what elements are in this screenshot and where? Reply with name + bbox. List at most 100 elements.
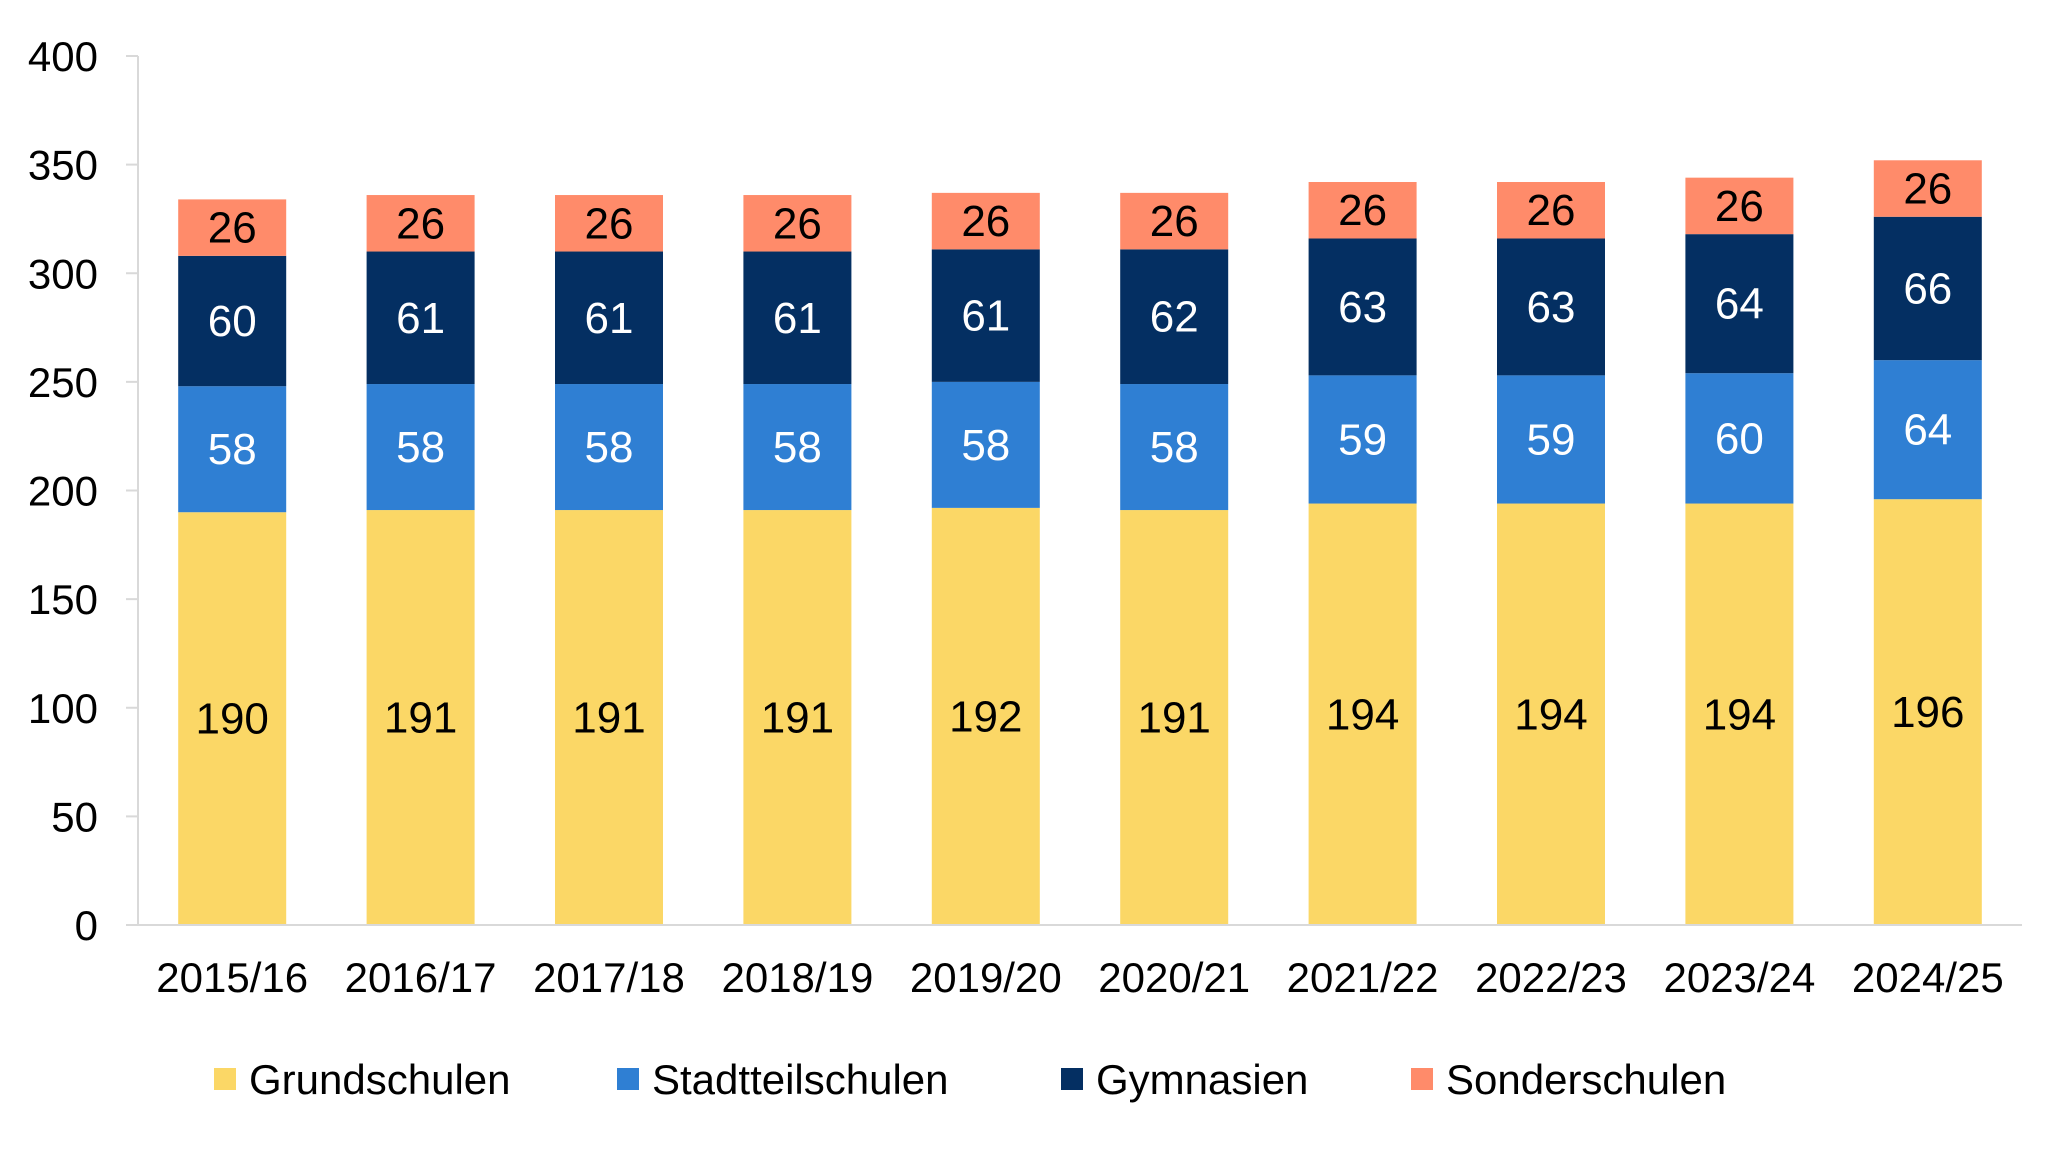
data-label: 60: [1715, 414, 1764, 463]
bar-segment-sonderschulen: [366, 195, 475, 252]
bar-segment-grundschulen: [366, 510, 475, 925]
bar-segment-sonderschulen: [1120, 192, 1229, 250]
data-label: 58: [585, 423, 634, 472]
bar-segment-gymnasien: [1497, 238, 1605, 376]
y-tick-label: 0: [75, 902, 98, 949]
bar-segment-sonderschulen: [1873, 160, 1982, 217]
data-label: 59: [1338, 415, 1387, 464]
y-tick-label: 250: [28, 359, 98, 406]
legend-label: Gymnasien: [1096, 1056, 1308, 1103]
bar-segment-sonderschulen: [555, 195, 663, 252]
data-label: 64: [1715, 280, 1764, 329]
bar-segment-stadtteilschulen: [366, 384, 475, 511]
x-tick-label: 2022/23: [1475, 954, 1627, 1001]
bar-segment-sonderschulen: [178, 199, 287, 256]
bar-segment-gymnasien: [1685, 234, 1794, 374]
bar-segment-grundschulen: [1685, 503, 1794, 925]
bar-segment-gymnasien: [555, 251, 663, 385]
data-label: 63: [1338, 283, 1387, 332]
legend-label: Stadtteilschulen: [652, 1056, 949, 1103]
bar-segment-grundschulen: [1497, 503, 1605, 925]
data-label: 26: [961, 197, 1010, 246]
bars: 190 58 60 26 191 58 61 26 191 58 61 26 191 58 61 26 192 5…: [178, 160, 1982, 925]
x-tick-label: 2021/22: [1287, 954, 1439, 1001]
bar-segment-grundschulen: [555, 510, 663, 925]
y-tick-label: 200: [28, 468, 98, 515]
bar-segment-grundschulen: [178, 512, 287, 925]
data-label: 59: [1527, 415, 1576, 464]
bar-segment-grundschulen: [743, 510, 852, 925]
data-label: 194: [1703, 690, 1776, 739]
data-label: 194: [1326, 690, 1399, 739]
y-axis: 0 50 100 150 200 250 300 350 400: [28, 33, 139, 949]
bar-segment-stadtteilschulen: [1873, 360, 1982, 500]
y-tick-label: 300: [28, 250, 98, 297]
bar-segment-grundschulen: [1873, 499, 1982, 925]
data-label: 63: [1527, 283, 1576, 332]
x-axis: 2015/16 2016/17 2017/18 2018/19 2019/20 2020/…: [126, 924, 2022, 1001]
bar-segment-stadtteilschulen: [743, 384, 852, 511]
x-tick-label: 2023/24: [1663, 954, 1815, 1001]
data-label: 191: [384, 694, 457, 743]
bar-segment-sonderschulen: [743, 195, 852, 252]
bar-segment-sonderschulen: [931, 192, 1040, 250]
data-label: 66: [1903, 264, 1952, 313]
bar-segment-grundschulen: [1120, 510, 1229, 925]
legend-swatch: [214, 1068, 236, 1090]
data-label: 194: [1514, 690, 1587, 739]
data-label: 58: [1150, 423, 1199, 472]
legend-swatch: [1411, 1068, 1433, 1090]
bar-segment-gymnasien: [366, 251, 475, 385]
data-label: 58: [396, 423, 445, 472]
data-label: 64: [1903, 406, 1952, 455]
bar-segment-grundschulen: [931, 507, 1040, 925]
data-label: 61: [961, 292, 1010, 341]
x-tick-label: 2017/18: [533, 954, 685, 1001]
bar-segment-gymnasien: [931, 249, 1040, 382]
data-label: 26: [1715, 182, 1764, 231]
bar-segment-gymnasien: [178, 255, 287, 387]
data-label: 26: [1338, 186, 1387, 235]
data-label: 62: [1150, 293, 1199, 342]
bar-segment-gymnasien: [1308, 238, 1417, 376]
y-tick-label: 350: [28, 142, 98, 189]
data-label: 26: [1527, 186, 1576, 235]
bar-segment-gymnasien: [1120, 249, 1229, 385]
bar-segment-stadtteilschulen: [1120, 384, 1229, 511]
data-label: 26: [396, 199, 445, 248]
data-label: 26: [208, 204, 257, 253]
y-tick-label: 400: [28, 33, 98, 80]
data-label: 26: [1903, 165, 1952, 214]
bar-segment-gymnasien: [1873, 216, 1982, 361]
bar-segment-sonderschulen: [1497, 182, 1605, 239]
bar-segment-grundschulen: [1308, 503, 1417, 925]
data-label: 191: [1137, 694, 1210, 743]
y-tick-label: 50: [51, 793, 98, 840]
x-tick-label: 2019/20: [910, 954, 1062, 1001]
bar-segment-stadtteilschulen: [178, 386, 287, 513]
y-tick-label: 100: [28, 685, 98, 732]
data-label: 58: [773, 423, 822, 472]
y-tick-label: 150: [28, 576, 98, 623]
x-tick-label: 2015/16: [156, 954, 308, 1001]
legend: Grundschulen Stadtteilschulen Gymnasien Son…: [214, 1056, 1726, 1103]
data-label: 26: [585, 199, 634, 248]
bar-segment-sonderschulen: [1685, 177, 1794, 235]
bar-segment-stadtteilschulen: [1308, 375, 1417, 504]
data-label: 191: [761, 694, 834, 743]
bar-segment-stadtteilschulen: [1685, 373, 1794, 504]
data-label: 192: [949, 692, 1022, 741]
legend-label: Sonderschulen: [1446, 1056, 1726, 1103]
data-label: 196: [1891, 688, 1964, 737]
data-label: 61: [396, 294, 445, 343]
x-tick-label: 2018/19: [721, 954, 873, 1001]
legend-swatch: [617, 1068, 639, 1090]
data-label: 26: [773, 199, 822, 248]
bar-segment-stadtteilschulen: [1497, 375, 1605, 504]
bar-segment-sonderschulen: [1308, 182, 1417, 239]
data-label: 58: [961, 421, 1010, 470]
data-label: 191: [572, 694, 645, 743]
data-label: 190: [195, 695, 268, 744]
bar-segment-stadtteilschulen: [555, 384, 663, 511]
